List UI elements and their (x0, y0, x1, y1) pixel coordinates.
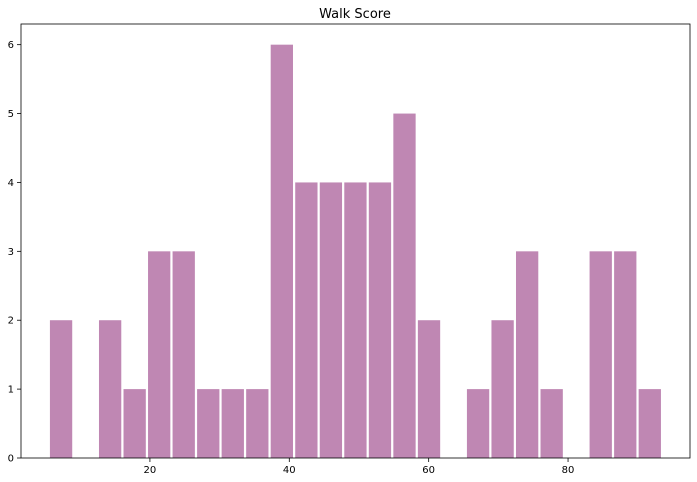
bar-22 (589, 251, 612, 458)
bar-9 (270, 44, 293, 459)
bar-10 (295, 182, 318, 458)
bar-17 (466, 389, 490, 458)
bar-23 (614, 251, 637, 458)
bar-6 (197, 389, 220, 458)
y-tick-label: 1 (8, 385, 14, 396)
y-tick-label: 5 (8, 109, 14, 120)
bar-7 (221, 389, 244, 458)
y-ticks-group: 0 1 2 3 4 5 6 (8, 40, 21, 465)
bar-0 (49, 320, 73, 458)
x-ticks-group: 20 40 60 80 (144, 458, 575, 476)
bar-19 (515, 251, 539, 458)
y-tick-label: 2 (8, 316, 14, 327)
y-tick-label: 3 (8, 247, 14, 258)
bar-13 (368, 182, 392, 458)
axes-group (20, 23, 691, 459)
bar-4 (148, 251, 171, 458)
chart-title: Walk Score (319, 7, 391, 22)
x-tick-label: 20 (144, 465, 157, 476)
y-tick-label: 4 (8, 178, 14, 189)
bar-12 (344, 182, 367, 458)
x-tick-label: 80 (562, 465, 575, 476)
bar-3 (123, 389, 146, 458)
bar-2 (98, 320, 122, 458)
bar-24 (638, 389, 661, 458)
y-tick-label: 6 (8, 40, 14, 51)
x-tick-label: 40 (283, 465, 296, 476)
bar-15 (417, 320, 441, 458)
bars-group (49, 44, 661, 459)
x-tick-label: 60 (422, 465, 435, 476)
y-tick-label: 0 (8, 454, 14, 465)
bar-14 (393, 113, 416, 458)
bar-11 (319, 182, 343, 458)
bar-5 (172, 251, 195, 458)
bar-20 (540, 389, 563, 458)
bar-18 (491, 320, 514, 458)
bar-8 (246, 389, 269, 458)
plot-frame (20, 23, 691, 459)
